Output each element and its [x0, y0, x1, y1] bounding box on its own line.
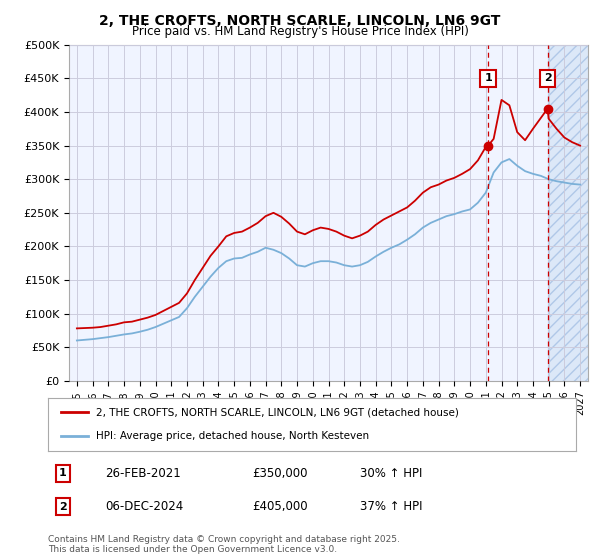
Text: 30% ↑ HPI: 30% ↑ HPI — [360, 466, 422, 480]
Text: 2, THE CROFTS, NORTH SCARLE, LINCOLN, LN6 9GT: 2, THE CROFTS, NORTH SCARLE, LINCOLN, LN… — [100, 14, 500, 28]
Text: 2, THE CROFTS, NORTH SCARLE, LINCOLN, LN6 9GT (detached house): 2, THE CROFTS, NORTH SCARLE, LINCOLN, LN… — [95, 408, 458, 418]
Text: 1: 1 — [484, 73, 492, 83]
Bar — [548, 45, 588, 381]
Text: 06-DEC-2024: 06-DEC-2024 — [105, 500, 183, 514]
Text: 2: 2 — [544, 73, 551, 83]
Text: 1: 1 — [59, 468, 67, 478]
Text: £405,000: £405,000 — [252, 500, 308, 514]
Text: HPI: Average price, detached house, North Kesteven: HPI: Average price, detached house, Nort… — [95, 431, 368, 441]
Text: £350,000: £350,000 — [252, 466, 308, 480]
Text: 37% ↑ HPI: 37% ↑ HPI — [360, 500, 422, 514]
Text: Contains HM Land Registry data © Crown copyright and database right 2025.
This d: Contains HM Land Registry data © Crown c… — [48, 535, 400, 554]
Text: 26-FEB-2021: 26-FEB-2021 — [105, 466, 181, 480]
Text: 2: 2 — [59, 502, 67, 512]
Bar — [548, 45, 588, 381]
Text: Price paid vs. HM Land Registry's House Price Index (HPI): Price paid vs. HM Land Registry's House … — [131, 25, 469, 38]
